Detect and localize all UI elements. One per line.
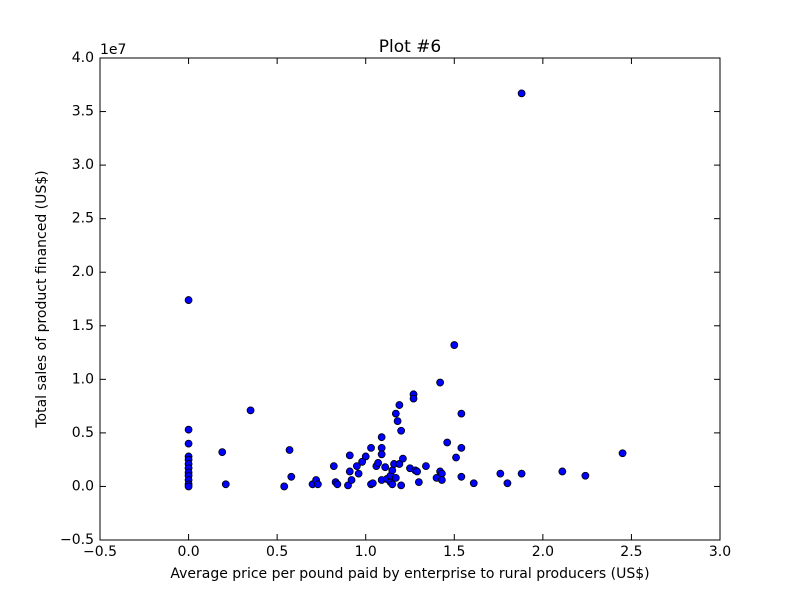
point [333, 480, 342, 489]
y-tick-label: 4.0 [72, 50, 94, 66]
point [345, 451, 354, 460]
point [395, 460, 404, 468]
point [246, 406, 255, 415]
y-tick-label: 1.5 [72, 318, 94, 334]
y-tick-label: 0.0 [72, 478, 94, 494]
point [437, 476, 446, 484]
point [469, 479, 478, 488]
x-tick-label: 2.5 [620, 544, 642, 560]
point [218, 448, 227, 457]
point [347, 476, 356, 484]
point [361, 452, 370, 461]
x-tick-label: −0.5 [83, 544, 117, 560]
point [443, 438, 452, 447]
point [280, 482, 289, 491]
point [345, 467, 354, 476]
y-tick-label: −0.5 [60, 532, 94, 548]
point [517, 89, 526, 98]
point [409, 394, 418, 403]
point [367, 443, 375, 452]
point [391, 409, 400, 418]
point [413, 467, 421, 476]
point [184, 425, 193, 434]
point [422, 462, 430, 470]
point [517, 469, 526, 478]
point [457, 409, 466, 418]
point [184, 439, 193, 448]
point [414, 478, 423, 487]
point [457, 443, 466, 452]
point [496, 469, 505, 478]
x-tick-label: 2.0 [532, 544, 554, 560]
point [618, 449, 627, 458]
y-axis-label: Total sales of product financed (US$) [34, 170, 50, 428]
point [381, 463, 390, 472]
point [313, 480, 322, 489]
point [377, 450, 386, 459]
point [503, 479, 512, 488]
point [391, 473, 400, 482]
x-tick-label: 1.5 [443, 544, 465, 560]
point [329, 462, 338, 470]
point [358, 457, 367, 466]
y-tick-label: 2.5 [72, 211, 94, 227]
y-tick-label: 3.5 [72, 104, 94, 120]
point [388, 466, 397, 475]
point [344, 481, 352, 490]
point [184, 296, 193, 304]
point [450, 341, 459, 349]
point [436, 378, 445, 387]
point [285, 446, 294, 454]
point [452, 453, 460, 462]
point [399, 454, 407, 463]
point [397, 481, 406, 490]
point [368, 479, 377, 488]
point [558, 467, 567, 476]
point [184, 482, 193, 491]
y-tick-label: 0.5 [72, 425, 94, 441]
point [395, 401, 404, 409]
chart-title: Plot #6 [379, 37, 442, 57]
point [457, 472, 466, 481]
point [393, 417, 402, 426]
x-tick-label: 1.0 [355, 544, 377, 560]
point [374, 458, 383, 467]
point [354, 469, 363, 478]
point [352, 462, 361, 470]
point [377, 443, 386, 452]
x-axis-label: Average price per pound paid by enterpri… [170, 566, 649, 582]
y-tick-label: 1.0 [72, 371, 94, 387]
y-tick-label: 2.0 [72, 264, 94, 280]
point [377, 433, 386, 442]
point [221, 480, 230, 489]
y-tick-label: 3.0 [72, 157, 94, 173]
point [388, 480, 397, 489]
point [287, 472, 296, 481]
point [581, 471, 590, 480]
y-offset-label: 1e7 [100, 42, 126, 58]
plot-frame [99, 57, 721, 541]
x-tick-label: 3.0 [709, 544, 731, 560]
point [397, 426, 406, 435]
x-tick-label: 0.5 [266, 544, 288, 560]
x-tick-label: 0.0 [177, 544, 199, 560]
point [437, 469, 446, 478]
